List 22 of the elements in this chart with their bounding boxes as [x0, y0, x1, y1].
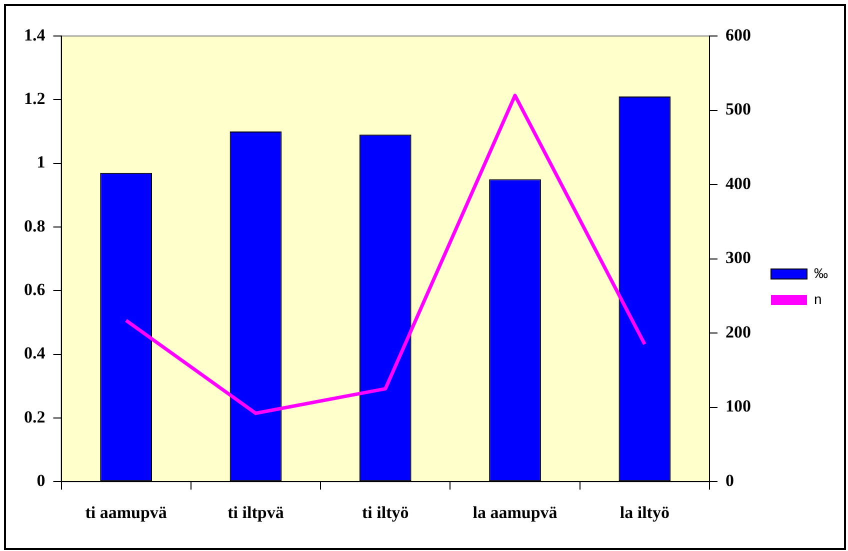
y-tick-label: 0.6	[24, 280, 46, 300]
y-tick-label: 1.2	[24, 89, 46, 108]
y-tick-label: 1	[36, 152, 46, 172]
x-tick-label: ti iltyö	[362, 503, 409, 522]
y2-tick-label: 0	[726, 470, 734, 490]
y2-tick-label: 300	[726, 248, 751, 268]
y2-tick-label: 400	[726, 174, 751, 193]
y-tick-label: 0.2	[24, 407, 46, 426]
y-tick-label: 0.4	[24, 344, 46, 363]
y-tick-label: 0.8	[24, 216, 46, 236]
y2-tick-label: 200	[726, 322, 751, 342]
y2-tick-label: 600	[726, 25, 751, 44]
legend-label: ‰	[814, 264, 828, 281]
x-tick-label: ti iltpvä	[228, 503, 284, 522]
x-tick-label: la iltyö	[620, 503, 670, 522]
legend-label: n	[814, 290, 822, 307]
y-tick-label: 1.4	[24, 25, 46, 44]
x-tick-label: ti aamupvä	[85, 503, 168, 522]
y2-tick-label: 100	[726, 396, 751, 416]
y2-tick-label: 500	[726, 100, 751, 119]
y-tick-label: 0	[36, 470, 46, 490]
x-tick-label: la aamupvä	[472, 503, 558, 522]
